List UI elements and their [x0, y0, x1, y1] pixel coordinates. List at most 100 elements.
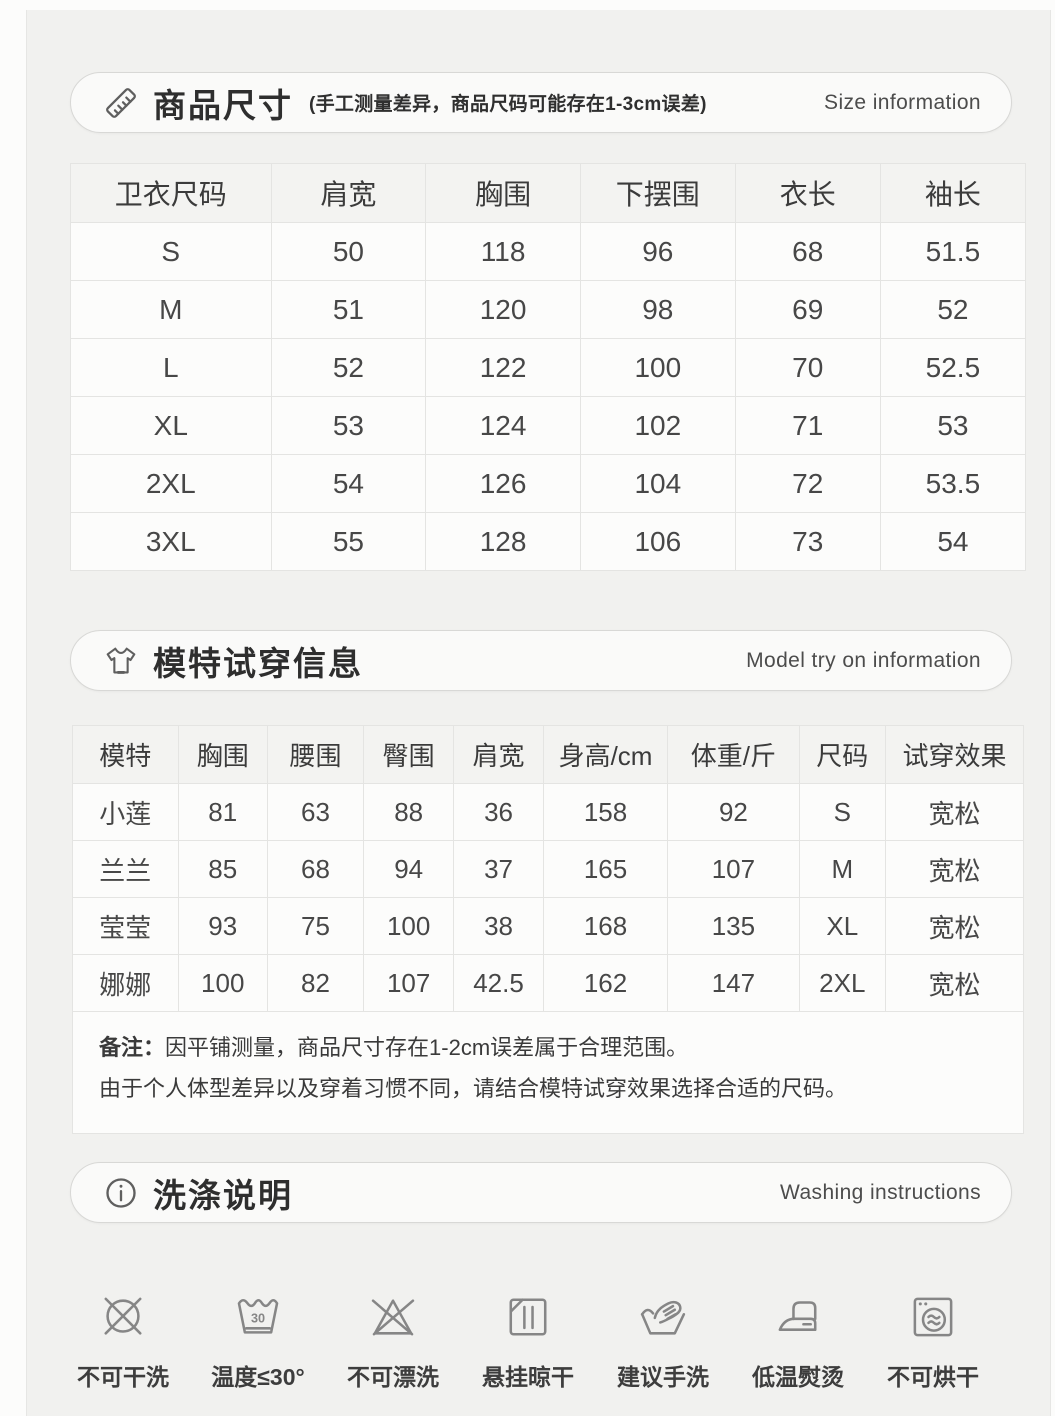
table-cell: 100 [362, 897, 455, 955]
header-cell: 身高/cm [542, 725, 669, 784]
table-cell: 81 [177, 783, 268, 841]
section-header-size: 商品尺寸 (手工测量差异，商品尺码可能存在1-3cm误差) Size infor… [70, 72, 1012, 133]
table-cell: 37 [453, 840, 544, 898]
table-cell: 94 [362, 840, 455, 898]
table-row: 莹莹 93 75 100 38 168 135 XL 宽松 [72, 897, 1024, 955]
table-cell: 107 [667, 840, 800, 898]
table-cell: S [70, 222, 272, 281]
wash-label: 建议手洗 [617, 1364, 709, 1390]
size-notes: 备注：因平铺测量，商品尺寸存在1-2cm误差属于合理范围。 由于个人体型差异以及… [72, 1012, 1024, 1135]
header-cell: 体重/斤 [667, 725, 800, 784]
header-cell: 胸围 [177, 725, 268, 784]
table-cell: 55 [270, 512, 427, 571]
table-cell: M [70, 280, 272, 339]
table-cell: 52.5 [879, 338, 1027, 397]
note-line-2: 由于个人体型差异以及穿着习惯不同，请结合模特试穿效果选择合适的尺码。 [99, 1075, 848, 1101]
table-cell: 小莲 [72, 783, 179, 841]
section-note-size: (手工测量差异，商品尺码可能存在1-3cm误差) [309, 94, 707, 115]
wash-label: 低温熨烫 [752, 1364, 844, 1390]
table-cell: 宽松 [885, 840, 1024, 898]
table-cell: 147 [667, 954, 800, 1012]
table-cell: 宽松 [885, 954, 1024, 1012]
table-row: XL 53 124 102 71 53 [70, 396, 1027, 455]
table-cell: 72 [734, 454, 881, 513]
wash-label: 悬挂晾干 [482, 1364, 574, 1390]
wash-item-no-dry-clean: 不可干洗 [68, 1288, 178, 1392]
header-cell: 卫衣尺码 [70, 163, 272, 223]
table-cell: 165 [542, 840, 669, 898]
table-cell: 71 [734, 396, 881, 455]
table-cell: 85 [177, 840, 268, 898]
table-cell: S [798, 783, 887, 841]
wash-label: 不可漂洗 [347, 1364, 439, 1390]
no-tumble-dry-icon [904, 1288, 962, 1346]
header-cell: 臀围 [362, 725, 455, 784]
table-cell: 162 [542, 954, 669, 1012]
section-title-size: 商品尺寸 [153, 86, 293, 124]
iron-low-icon [769, 1288, 827, 1346]
table-cell: 70 [734, 338, 881, 397]
table-cell: 51.5 [879, 222, 1027, 281]
tshirt-icon [101, 641, 141, 681]
section-header-model: 模特试穿信息 Model try on information [70, 630, 1012, 691]
model-table-card: 模特 胸围 腰围 臀围 肩宽 身高/cm 体重/斤 尺码 试穿效果 小莲 81 63 88 36 158 92… [72, 725, 1024, 1135]
table-cell: 135 [667, 897, 800, 955]
wash-label: 不可烘干 [887, 1364, 979, 1390]
table-row: L 52 122 100 70 52.5 [70, 338, 1027, 397]
table-row: 3XL 55 128 106 73 54 [70, 512, 1027, 571]
wash-item-hand-wash: 建议手洗 [608, 1288, 718, 1392]
no-bleach-icon [364, 1288, 422, 1346]
wash-label: 温度≤30° [211, 1364, 305, 1390]
table-cell: 38 [453, 897, 544, 955]
table-cell: 93 [177, 897, 268, 955]
table-cell: 82 [266, 954, 364, 1012]
washing-icons-row: 不可干洗 30 温度≤30° 不可漂洗 悬挂晾干 建议手洗 低温熨烫 不可烘干 [68, 1288, 988, 1392]
table-cell: 兰兰 [72, 840, 179, 898]
note-prefix: 备注： [99, 1035, 166, 1060]
table-cell: 124 [425, 396, 581, 455]
table-cell: 宽松 [885, 897, 1024, 955]
table-cell: 73 [734, 512, 881, 571]
table-cell: 53 [879, 396, 1027, 455]
hand-wash-icon [634, 1288, 692, 1346]
hang-dry-icon [499, 1288, 557, 1346]
table-row: 小莲 81 63 88 36 158 92 S 宽松 [72, 783, 1024, 841]
wash-item-no-tumble-dry: 不可烘干 [878, 1288, 988, 1392]
table-cell: 2XL [70, 454, 272, 513]
table-cell: 68 [266, 840, 364, 898]
table-cell: 107 [362, 954, 455, 1012]
header-cell: 试穿效果 [885, 725, 1024, 784]
table-cell: M [798, 840, 887, 898]
section-title-model: 模特试穿信息 [153, 644, 363, 682]
table-cell: 莹莹 [72, 897, 179, 955]
header-cell: 模特 [72, 725, 179, 784]
table-cell: 52 [270, 338, 427, 397]
header-cell: 尺码 [798, 725, 887, 784]
table-row: 2XL 54 126 104 72 53.5 [70, 454, 1027, 513]
table-cell: 168 [542, 897, 669, 955]
size-table: 卫衣尺码 肩宽 胸围 下摆围 衣长 袖长 S 50 118 96 68 51.5 M 51 120 98 69 5… [70, 163, 1027, 571]
header-cell: 肩宽 [453, 725, 544, 784]
table-cell: 106 [579, 512, 736, 571]
table-cell: XL [70, 396, 272, 455]
table-row: M 51 120 98 69 52 [70, 280, 1027, 339]
table-cell: 53 [270, 396, 427, 455]
table-cell: 118 [425, 222, 581, 281]
header-cell: 肩宽 [270, 163, 427, 223]
ruler-icon [101, 83, 141, 123]
table-header-row: 卫衣尺码 肩宽 胸围 下摆围 衣长 袖长 [70, 163, 1027, 223]
no-dry-clean-icon [94, 1288, 152, 1346]
wash-item-wash-30: 30 温度≤30° [203, 1288, 313, 1392]
table-cell: 68 [734, 222, 881, 281]
table-cell: 54 [270, 454, 427, 513]
section-header-washing: 洗涤说明 Washing instructions [70, 1162, 1012, 1223]
table-cell: 2XL [798, 954, 887, 1012]
section-title-washing: 洗涤说明 [153, 1176, 293, 1214]
table-cell: 92 [667, 783, 800, 841]
table-row: 娜娜 100 82 107 42.5 162 147 2XL 宽松 [72, 954, 1024, 1012]
table-cell: 98 [579, 280, 736, 339]
table-cell: 宽松 [885, 783, 1024, 841]
table-cell: 63 [266, 783, 364, 841]
section-subtitle-size-en: Size information [824, 90, 981, 114]
table-cell: 126 [425, 454, 581, 513]
